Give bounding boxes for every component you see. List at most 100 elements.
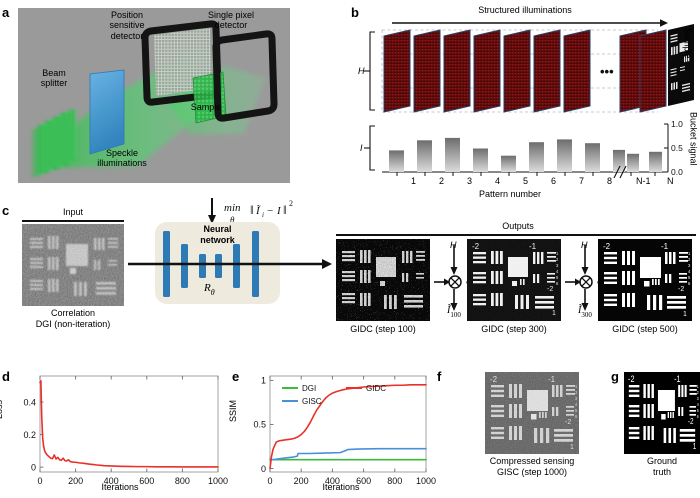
svg-text:-1: -1 [661,242,669,251]
operator-2-H-label: H [581,240,588,250]
ytick-label: 0.2 [23,430,36,440]
operator-1-output-label: Ĩ100 [447,305,461,320]
xtick-label: 400 [104,476,119,486]
label-speckle-illuminations: Speckle illuminations [97,148,147,169]
panel-b-I-label: I [360,143,363,153]
legend-label-gidc: GIDC [366,384,386,393]
panel-b-title: Structured illuminations [478,5,572,15]
panel-d-letter: d [2,369,10,384]
svg-text:3: 3 [697,396,700,401]
network-operator-symbol: Rθ [204,282,215,298]
xtick-label: 200 [68,476,83,486]
bucket-tick-0p5: 0.5 [671,143,683,153]
panel-c-main-arrow [128,258,333,270]
svg-text:Ĩ: Ĩ [255,205,261,217]
xtick-8: 8 [607,176,613,186]
ytick-label: 0.5 [253,420,266,430]
panel-b-sample-side-label: Sample [682,28,693,59]
ytick-label: 0.4 [23,397,36,407]
bucket-bars [389,137,662,172]
output-image-step100 [336,239,430,321]
axis-break-marks [613,165,627,179]
label-position-sensitive-detector: Position sensitive detector [109,10,145,41]
panel-a-diagram [18,8,290,183]
panel-d-ylabel: Loss [0,400,4,420]
panel-d-xlabel: Iterations [101,482,139,492]
svg-text:6: 6 [688,281,691,286]
svg-text:2: 2 [688,257,691,262]
pattern-ellipsis: ••• [600,64,614,79]
xtick-label: 600 [356,476,371,486]
outputs-title-rule [336,234,696,236]
xtick-label: 1000 [208,476,228,486]
svg-text:1: 1 [697,384,700,389]
panel-c-input-title: Input [62,207,84,217]
xtick-n: N [667,176,674,186]
mark-tl: -2 [628,374,635,384]
panel-e-plot: 0 200 400 600 800 1000 0 0.5 1 DGI GIDC GISC [246,370,436,495]
panel-e-letter: e [232,369,240,384]
panel-c-objective-equation: min θ ‖ Ĩ i − I ‖ 2 [200,196,325,226]
xtick-nminus1: N-1 [636,176,651,186]
speckle-illuminations-graphic [32,108,76,178]
panel-b-xtick-labels: 1 2 3 4 5 6 7 8 N-1 N [370,176,674,188]
label-beam-splitter: Beam splitter [40,68,68,89]
svg-text:-2: -2 [678,286,684,293]
svg-text:2: 2 [289,199,293,208]
mark-tr: -1 [674,374,681,384]
operator-1-H-label: H [450,240,457,250]
xtick-2: 2 [439,176,445,186]
bar-x-ticks [396,172,656,176]
svg-text:-2: -2 [603,242,611,251]
neural-network-layers [155,222,280,304]
panel-f-caption: Compressed sensing GISC (step 1000) [489,456,575,478]
svg-text:2: 2 [697,390,700,395]
series-line-gidc [269,384,427,470]
svg-text:1: 1 [683,311,687,318]
I-bracket [364,125,375,171]
H-bracket [364,31,375,111]
xtick-4: 4 [495,176,501,186]
neural-network-title: Neural network [200,224,235,245]
output-caption-step300: GIDC (step 300) [481,324,547,334]
xtick-7: 7 [579,176,585,186]
xtick-label: 800 [175,476,190,486]
panel-f-letter: f [437,369,442,384]
series-line-gisc [269,447,427,461]
output-caption-step500: GIDC (step 500) [612,324,678,334]
svg-text:3: 3 [688,263,691,268]
svg-text:i: i [262,211,264,219]
input-title-rule [22,220,124,222]
panel-b-letter: b [351,5,359,20]
xtick-label: 1000 [416,476,436,486]
output-caption-step100: GIDC (step 100) [350,324,416,334]
panel-e-ylabel: SSIM [228,400,238,423]
panel-e-xlabel: Iterations [322,482,360,492]
xtick-label: 0 [267,476,272,486]
sample-slide-graphic [668,23,694,106]
xtick-3: 3 [467,176,473,186]
single-pixel-detector-graphic [212,30,278,122]
xtick-label: 400 [325,476,340,486]
panel-d-plot: 0 200 400 600 800 1000 0 0.2 0.4 [14,370,228,495]
svg-text:4: 4 [688,269,691,274]
xtick-1: 1 [411,176,417,186]
svg-text:I: I [276,205,282,217]
panel-g-caption: Ground truth [646,456,678,478]
panel-c-input-caption: Correlation DGI (non-iteration) [35,308,111,330]
xtick-label: 600 [139,476,154,486]
svg-text:4: 4 [697,402,700,407]
panel-b-H-label: H [358,66,365,76]
bucket-tick-1: 1.0 [671,119,683,129]
svg-text:min: min [224,202,241,214]
ytick-label: 0 [261,464,266,474]
panel-c-outputs-title: Outputs [502,221,534,231]
panel-b-xlabel: Pattern number [478,189,542,199]
mark-br-bottom: 1 [693,441,697,451]
panel-b-graphic: ••• 1.0 0.5 0.0 [364,16,700,184]
xtick-label: 800 [387,476,402,486]
